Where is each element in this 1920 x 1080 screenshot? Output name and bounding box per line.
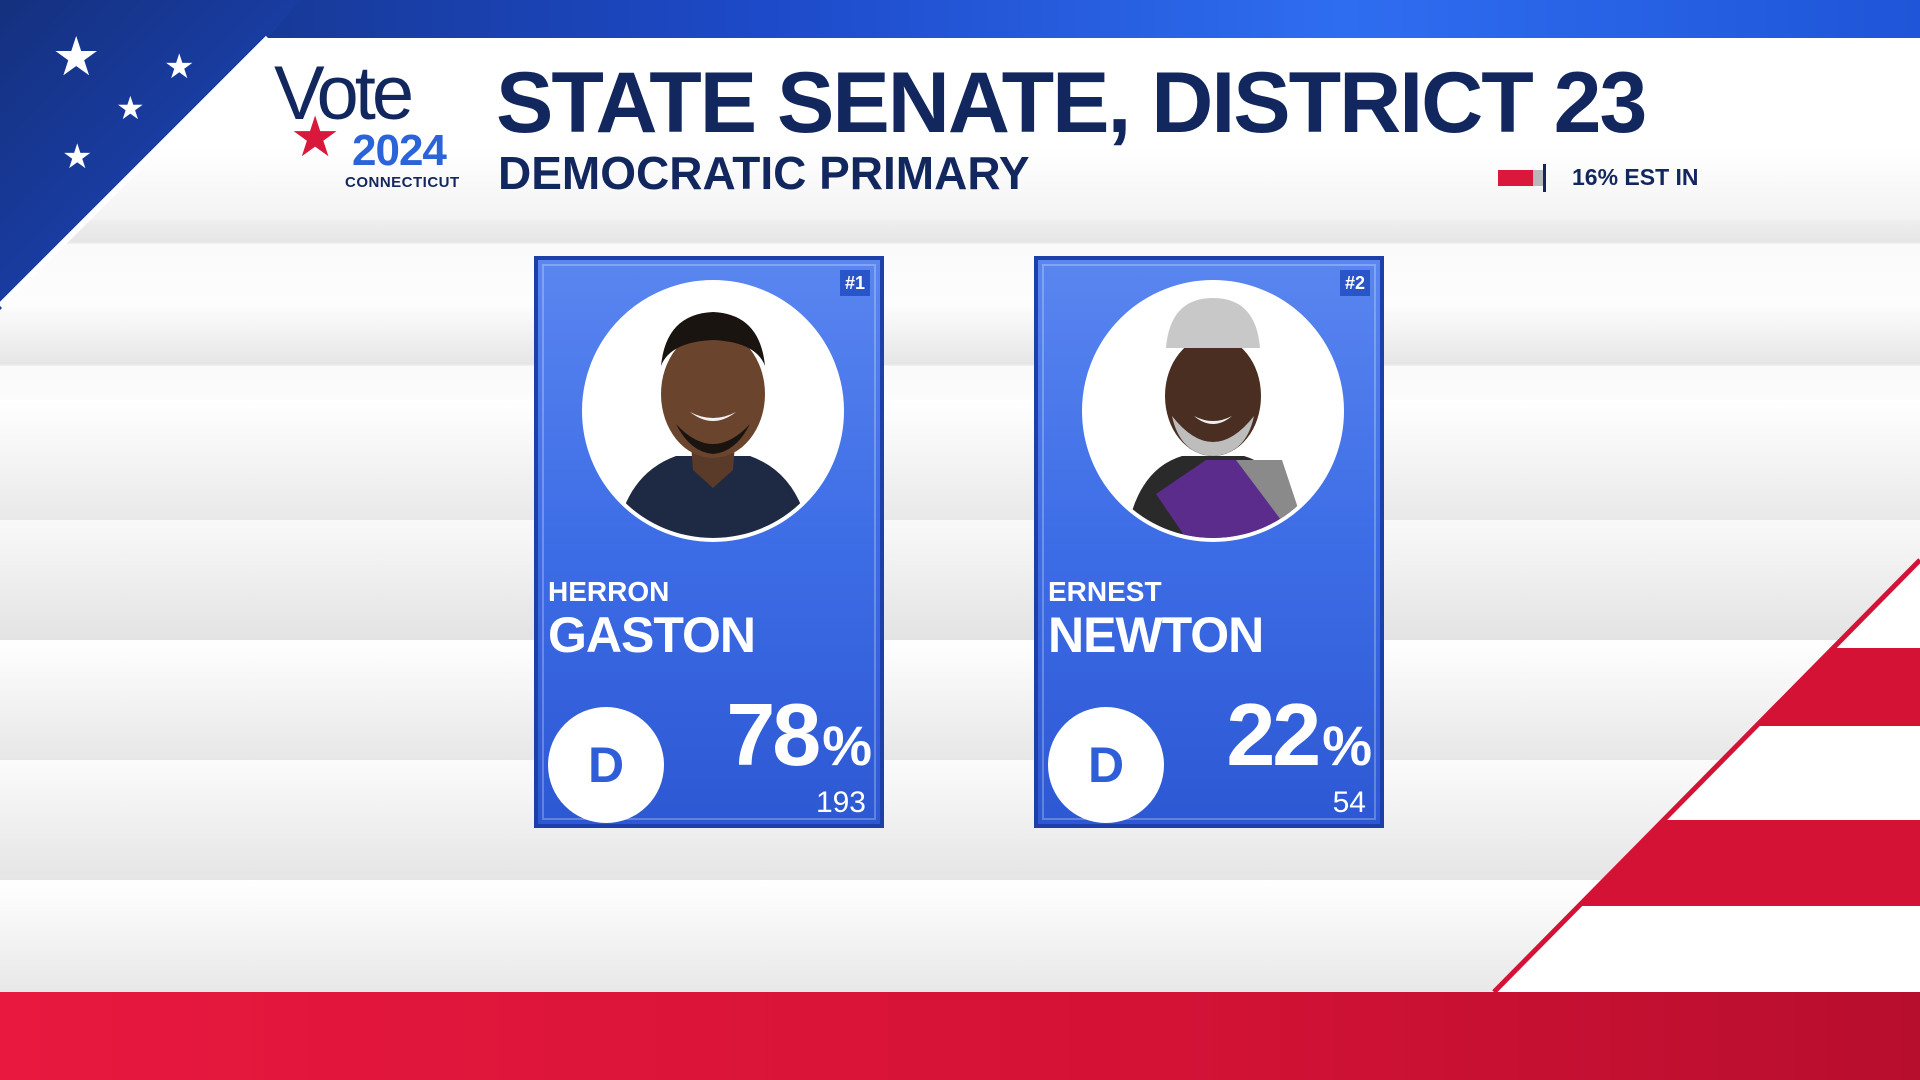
star-icon: ★ [52, 25, 101, 88]
star-icon: ★ [116, 89, 145, 127]
percent-sign: % [822, 714, 872, 777]
candidate-last-name: NEWTON [1048, 607, 1264, 663]
reporting-label: 16% EST IN [1572, 164, 1699, 190]
card-frame [542, 264, 876, 820]
stripe-band [0, 520, 1920, 640]
logo-state: CONNECTICUT [345, 174, 460, 191]
candidate-portrait-icon [586, 284, 840, 538]
vote-count: 193 [815, 786, 866, 819]
stripe-band [0, 640, 1920, 760]
header-panel [0, 38, 1920, 220]
race-title: STATE SENATE, DISTRICT 23 [496, 55, 1647, 151]
stripe-band [0, 400, 1920, 520]
candidate-first-name: HERRON [548, 576, 670, 607]
vote-percent: 78% [726, 684, 872, 786]
party-badge: D [548, 707, 664, 823]
percent-value: 22 [1226, 685, 1321, 784]
percent-value: 78 [726, 685, 821, 784]
top-blue-bar [0, 0, 1920, 38]
vote-percent: 22% [1226, 684, 1372, 786]
bottom-red-bar [0, 992, 1920, 1080]
candidate-card: #2 ERNEST NEWTON D 22% 54 [1034, 256, 1384, 828]
candidate-portrait-icon [1086, 284, 1340, 538]
logo-year: 2024 [352, 126, 447, 175]
candidate-photo [582, 280, 844, 542]
reporting-bar [1498, 170, 1546, 186]
party-badge: D [1048, 707, 1164, 823]
vote-2024-logo: Vote ★ 2024 CONNECTICUT [270, 50, 470, 200]
candidate-first-name: ERNEST [1048, 576, 1162, 607]
card-frame [1042, 264, 1376, 820]
race-subtitle: DEMOCRATIC PRIMARY [498, 147, 1030, 199]
rank-badge: #2 [1340, 270, 1370, 296]
vote-count: 54 [1332, 786, 1366, 819]
logo-word: Vote [274, 51, 414, 136]
stripe-band [0, 760, 1920, 880]
reporting-bar-fill [1498, 170, 1534, 186]
candidate-last-name: GASTON [548, 607, 756, 663]
star-icon: ★ [164, 47, 195, 87]
candidate-photo [1082, 280, 1344, 542]
star-icon: ★ [62, 137, 93, 177]
reporting-bar-marker [1543, 164, 1546, 192]
rank-badge: #1 [840, 270, 870, 296]
candidate-card: #1 HERRON GASTON D 78% 193 [534, 256, 884, 828]
logo-star-icon: ★ [290, 105, 341, 170]
percent-sign: % [1322, 714, 1372, 777]
stars-corner-graphic [0, 0, 300, 310]
